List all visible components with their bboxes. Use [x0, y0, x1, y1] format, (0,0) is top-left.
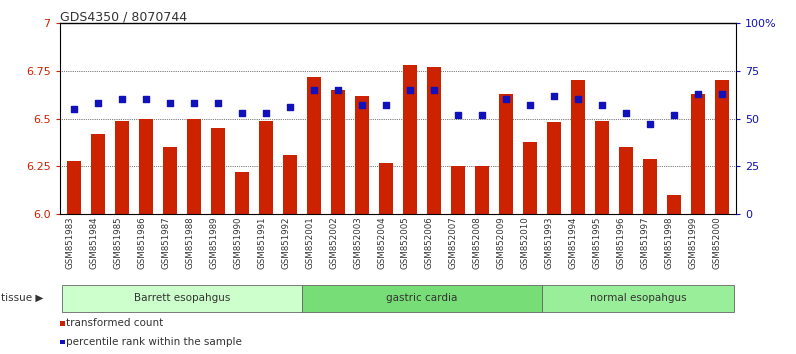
Point: [524, 102, 537, 108]
Text: transformed count: transformed count: [66, 318, 164, 329]
Text: gastric cardia: gastric cardia: [386, 293, 458, 303]
Text: GSM851990: GSM851990: [233, 216, 242, 269]
Text: GSM852000: GSM852000: [713, 216, 722, 269]
Text: GSM852007: GSM852007: [449, 216, 458, 269]
Text: GSM851993: GSM851993: [545, 216, 554, 269]
Point: [380, 102, 392, 108]
Bar: [139, 119, 154, 214]
Bar: [379, 162, 393, 214]
Bar: [211, 128, 225, 214]
Bar: [427, 67, 441, 214]
Text: GSM852010: GSM852010: [521, 216, 530, 269]
Bar: [451, 166, 465, 214]
Text: GSM852004: GSM852004: [377, 216, 386, 269]
Bar: [91, 134, 105, 214]
Text: GSM851989: GSM851989: [209, 216, 218, 269]
Point: [283, 104, 296, 110]
Text: Barrett esopahgus: Barrett esopahgus: [134, 293, 230, 303]
Text: GSM852005: GSM852005: [401, 216, 410, 269]
Point: [716, 91, 728, 97]
Point: [212, 101, 224, 106]
Point: [259, 110, 272, 116]
Point: [236, 110, 248, 116]
Point: [572, 97, 584, 102]
Text: GSM851988: GSM851988: [185, 216, 194, 269]
Bar: [547, 122, 561, 214]
Point: [308, 87, 321, 93]
Point: [68, 106, 80, 112]
Bar: [235, 172, 249, 214]
Point: [188, 101, 201, 106]
Text: normal esopahgus: normal esopahgus: [590, 293, 686, 303]
Point: [500, 97, 513, 102]
Bar: [571, 80, 585, 214]
Text: GSM851997: GSM851997: [641, 216, 650, 269]
Point: [404, 87, 416, 93]
Bar: [523, 142, 537, 214]
Text: GSM851987: GSM851987: [161, 216, 170, 269]
Text: GSM852003: GSM852003: [353, 216, 362, 269]
Text: GDS4350 / 8070744: GDS4350 / 8070744: [60, 11, 187, 24]
Bar: [715, 80, 729, 214]
Bar: [499, 94, 513, 214]
Bar: [331, 90, 345, 214]
Text: tissue ▶: tissue ▶: [1, 293, 43, 303]
Point: [164, 101, 177, 106]
Bar: [595, 120, 609, 214]
Text: GSM851984: GSM851984: [89, 216, 98, 269]
Text: GSM852006: GSM852006: [425, 216, 434, 269]
Point: [92, 101, 104, 106]
Text: GSM851999: GSM851999: [689, 216, 698, 269]
Point: [619, 110, 632, 116]
Text: GSM851996: GSM851996: [617, 216, 626, 269]
Text: GSM851998: GSM851998: [665, 216, 674, 269]
Bar: [403, 65, 417, 214]
Bar: [283, 155, 297, 214]
Point: [356, 102, 369, 108]
Text: GSM852002: GSM852002: [329, 216, 338, 269]
Bar: [187, 119, 201, 214]
Text: GSM851991: GSM851991: [257, 216, 266, 269]
Bar: [115, 120, 129, 214]
Bar: [355, 96, 369, 214]
Bar: [667, 195, 681, 214]
Point: [643, 121, 656, 127]
Text: GSM851995: GSM851995: [593, 216, 602, 269]
Text: GSM851986: GSM851986: [137, 216, 146, 269]
Point: [692, 91, 704, 97]
Bar: [642, 159, 657, 214]
Point: [140, 97, 153, 102]
Text: GSM852009: GSM852009: [497, 216, 506, 269]
Point: [475, 112, 488, 118]
Bar: [618, 147, 633, 214]
Bar: [259, 120, 273, 214]
Point: [595, 102, 608, 108]
Bar: [163, 147, 178, 214]
Point: [332, 87, 345, 93]
Point: [548, 93, 560, 98]
Text: GSM851983: GSM851983: [65, 216, 74, 269]
Bar: [67, 161, 81, 214]
Point: [668, 112, 681, 118]
Point: [115, 97, 128, 102]
Text: percentile rank within the sample: percentile rank within the sample: [66, 337, 242, 347]
Point: [427, 87, 440, 93]
Text: GSM851994: GSM851994: [569, 216, 578, 269]
Text: GSM852001: GSM852001: [305, 216, 314, 269]
Bar: [474, 166, 490, 214]
Text: GSM851985: GSM851985: [113, 216, 122, 269]
Point: [451, 112, 464, 118]
Text: GSM852008: GSM852008: [473, 216, 482, 269]
Text: GSM851992: GSM851992: [281, 216, 290, 269]
Bar: [691, 94, 705, 214]
Bar: [306, 76, 322, 214]
